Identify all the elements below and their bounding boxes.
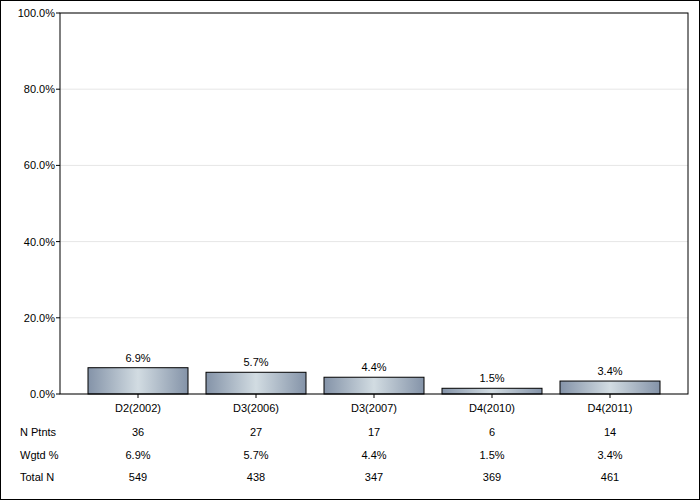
chart: 0.0% 20.0% 40.0% 60.0% 80.0% 100.0% 6.9% 5.7% 4.… (0, 0, 700, 500)
table-cell: 438 (247, 471, 265, 483)
tick-label: 40.0% (24, 236, 55, 248)
category-label: D4(2011) (587, 402, 632, 414)
tick-mark (56, 241, 60, 242)
table-row-label: Total N (20, 471, 54, 483)
table-row-label: N Ptnts (20, 426, 57, 438)
table-row-label: Wgtd % (20, 449, 59, 461)
tick-mark (56, 317, 60, 318)
table-cell: 6.9% (125, 449, 150, 461)
bar (560, 381, 660, 394)
table-cell: 6 (489, 426, 495, 438)
category-label: D3(2006) (233, 402, 279, 414)
table-cell: 461 (601, 471, 619, 483)
x-tick-mark (138, 394, 139, 398)
table-cell: 36 (132, 426, 144, 438)
bar (324, 377, 424, 394)
table-cell: 549 (129, 471, 147, 483)
data-label: 3.4% (597, 365, 622, 377)
table-cell: 3.4% (597, 449, 622, 461)
tick-mark (56, 89, 60, 90)
data-label: 1.5% (479, 372, 504, 384)
data-label: 5.7% (243, 356, 268, 368)
x-tick-mark (374, 394, 375, 398)
data-label: 4.4% (361, 361, 386, 373)
x-tick-mark (256, 394, 257, 398)
tick-mark (56, 165, 60, 166)
category-label: D4(2010) (469, 402, 515, 414)
grid-line (60, 241, 688, 242)
x-tick-mark (492, 394, 493, 398)
table-cell: 369 (483, 471, 501, 483)
table-cell: 14 (604, 426, 616, 438)
table-cell: 27 (250, 426, 262, 438)
grid-line (60, 165, 688, 166)
x-tick-mark (610, 394, 611, 398)
bar (88, 368, 188, 394)
category-label: D3(2007) (351, 402, 397, 414)
tick-mark (56, 13, 60, 14)
tick-label: 20.0% (24, 312, 55, 324)
plot-frame (60, 13, 688, 394)
bar (442, 388, 542, 394)
tick-label: 0.0% (30, 388, 55, 400)
tick-label: 80.0% (24, 83, 55, 95)
data-label: 6.9% (125, 352, 150, 364)
bar (206, 372, 306, 394)
table-cell: 4.4% (361, 449, 386, 461)
table-cell: 347 (365, 471, 383, 483)
table-cell: 1.5% (479, 449, 504, 461)
tick-mark (56, 394, 60, 395)
category-label: D2(2002) (115, 402, 161, 414)
grid-line (60, 89, 688, 90)
table-cell: 17 (368, 426, 380, 438)
tick-label: 100.0% (18, 7, 56, 19)
tick-label: 60.0% (24, 159, 55, 171)
grid-line (60, 317, 688, 318)
image-border (1, 1, 700, 500)
table-cell: 5.7% (243, 449, 268, 461)
